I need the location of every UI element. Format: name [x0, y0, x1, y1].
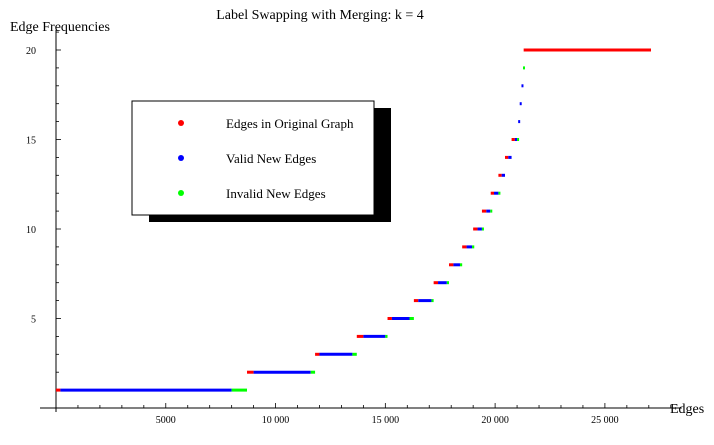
y-tick-label: 15	[26, 136, 36, 147]
legend-label: Invalid New Edges	[226, 186, 326, 201]
series-layer	[56, 48, 651, 392]
x-axis-label: Edges	[670, 402, 704, 417]
legend: Edges in Original Graph Valid New Edges In…	[131, 100, 391, 222]
y-tick-label: 20	[26, 46, 36, 57]
axes: 5000 10 000 15 000 20 000 25 000 5 10 15 20	[26, 30, 682, 426]
legend-label: Valid New Edges	[226, 151, 316, 166]
x-tick-label: 10 000	[262, 415, 290, 426]
x-tick-label: 25 000	[591, 415, 619, 426]
series-invalid-new-edges	[231, 66, 525, 392]
y-tick-label: 10	[26, 225, 36, 236]
x-tick-label: 15 000	[372, 415, 400, 426]
legend-marker	[178, 120, 184, 126]
legend-marker	[178, 190, 184, 196]
chart-title: Label Swapping with Merging: k = 4	[216, 8, 424, 23]
series-valid-new-edges	[60, 84, 524, 392]
legend-marker	[178, 155, 184, 161]
y-tick-label: 5	[31, 315, 36, 326]
legend-box	[131, 100, 375, 216]
series-original-edges	[56, 48, 651, 392]
y-axis-label: Edge Frequencies	[10, 20, 110, 35]
legend-label: Edges in Original Graph	[226, 116, 354, 131]
x-tick-label: 5000	[156, 415, 176, 426]
x-tick-label: 20 000	[481, 415, 509, 426]
